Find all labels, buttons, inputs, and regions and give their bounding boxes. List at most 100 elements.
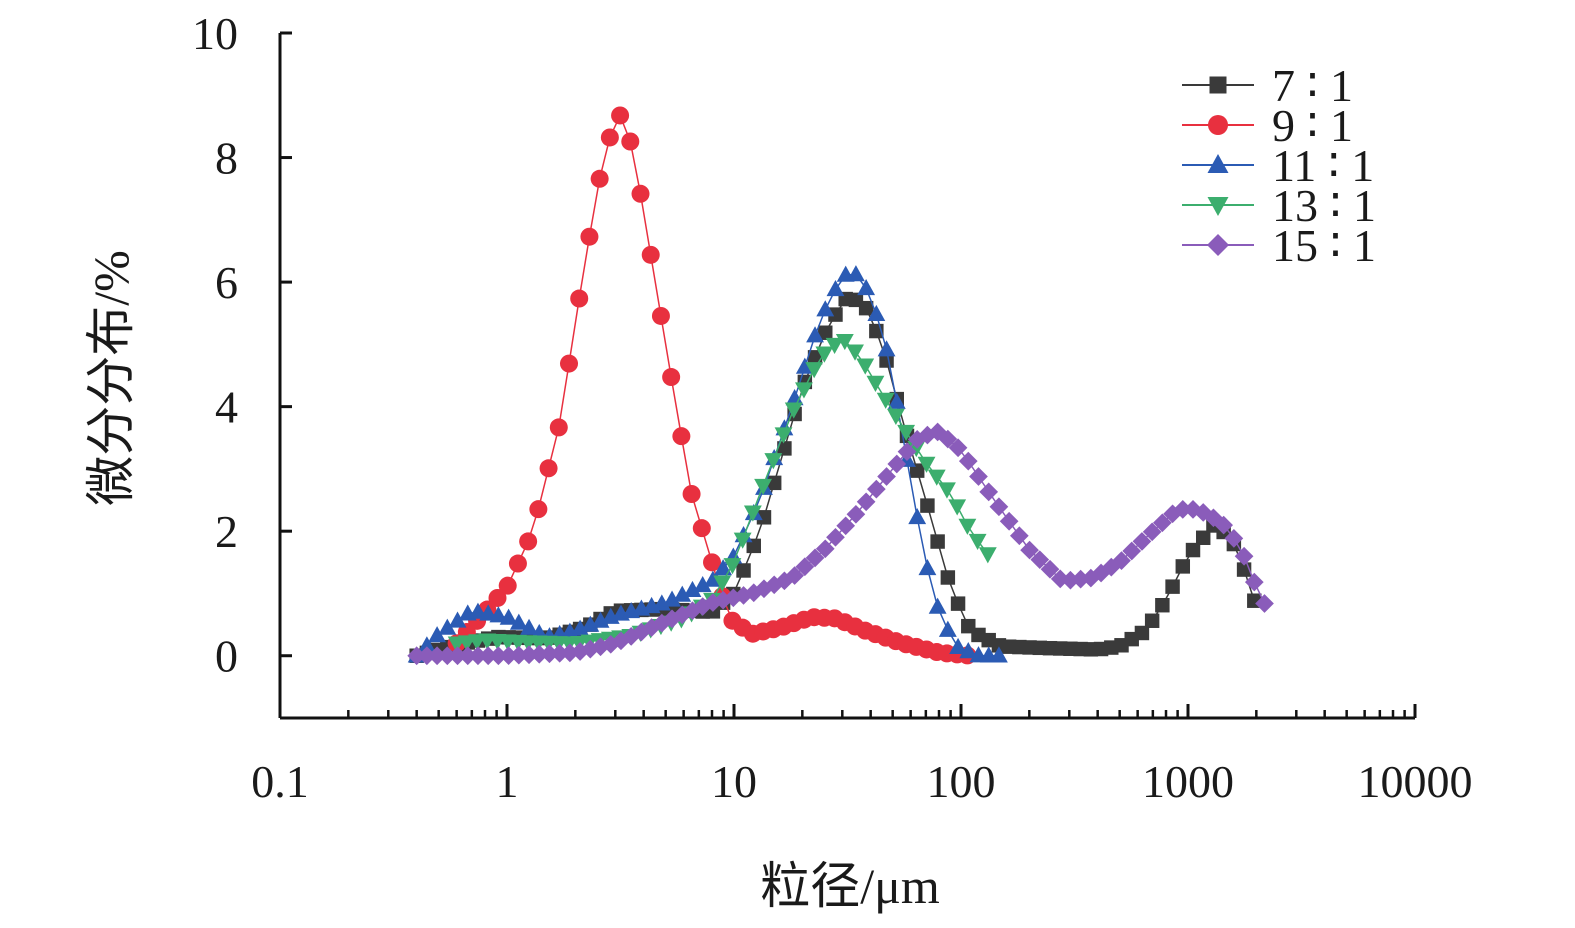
data-point (927, 469, 946, 486)
data-point (879, 353, 894, 368)
axes: 0 2 4 6 8 10 0.1 1 10 100 1000 10000 (192, 8, 1473, 807)
data-point (856, 492, 876, 512)
data-point (876, 392, 895, 409)
data-point (428, 626, 447, 643)
data-point (754, 579, 774, 599)
data-point (826, 280, 845, 297)
data-point (805, 362, 824, 379)
data-point (846, 504, 866, 524)
data-point (713, 590, 733, 610)
legend-label: 13 ∶ 1 (1272, 180, 1376, 231)
data-point (795, 357, 814, 374)
data-point (683, 580, 702, 597)
data-point (877, 340, 896, 357)
data-point (1142, 522, 1162, 542)
data-point (938, 429, 958, 449)
data-point (1112, 551, 1131, 570)
data-point (437, 646, 457, 666)
data-point (744, 583, 764, 603)
data-point (918, 425, 937, 445)
data-point (777, 441, 792, 456)
data-point (600, 128, 619, 147)
data-point (950, 596, 966, 611)
legend-label: 7 ∶ 1 (1272, 60, 1353, 111)
data-point (631, 184, 650, 203)
data-point (920, 498, 935, 513)
data-point (866, 479, 886, 499)
data-point (784, 402, 803, 419)
data-point (1214, 515, 1234, 535)
data-point (673, 585, 692, 602)
data-point (958, 451, 978, 471)
legend-item-2: 9 ∶ 1 (1182, 100, 1353, 151)
data-point (703, 553, 722, 572)
data-point (887, 454, 907, 474)
data-point (611, 106, 630, 125)
data-point (651, 306, 670, 325)
series-5 (407, 422, 1274, 666)
data-point (580, 227, 599, 246)
data-point (448, 611, 467, 628)
data-point (1175, 559, 1191, 574)
data-point (886, 408, 905, 425)
data-point (835, 333, 854, 351)
data-point (959, 642, 978, 659)
data-point (1050, 569, 1070, 589)
y-tick-label: 10 (192, 8, 238, 59)
data-point (918, 558, 937, 576)
data-point (949, 637, 967, 655)
data-point (826, 527, 845, 547)
data-point (438, 618, 457, 635)
x-tick-label: 100 (927, 756, 996, 807)
y-tick-label: 6 (215, 257, 238, 308)
data-point (828, 307, 843, 322)
data-point (611, 631, 631, 651)
data-point (1155, 597, 1170, 613)
x-tick-label: 1 (496, 756, 519, 807)
data-point (907, 430, 927, 449)
data-point (662, 609, 682, 629)
data-point (519, 532, 538, 551)
data-point (815, 539, 835, 559)
data-point (746, 538, 761, 554)
data-point (856, 358, 875, 375)
data-point (488, 588, 507, 607)
data-point (1207, 234, 1229, 256)
data-point (1244, 572, 1264, 592)
data-point (1153, 513, 1172, 533)
data-point (958, 518, 977, 535)
data-point (540, 644, 559, 664)
data-point (1132, 532, 1152, 551)
data-point (785, 389, 804, 406)
data-point (815, 346, 834, 363)
data-point (978, 547, 997, 564)
data-point (887, 392, 906, 409)
data-point (458, 646, 478, 666)
data-point (867, 304, 886, 322)
data-point (448, 646, 467, 666)
data-point (713, 575, 732, 592)
data-point (549, 418, 568, 437)
data-point (1234, 546, 1254, 566)
data-point (1020, 540, 1039, 560)
data-point (897, 442, 917, 462)
data-point (1101, 557, 1121, 577)
x-axis-title: 粒径/μm (760, 858, 940, 914)
legend-label: 11 ∶ 1 (1272, 140, 1374, 191)
legend-item-1: 7 ∶ 1 (1182, 60, 1353, 111)
data-point (407, 646, 427, 666)
data-point (1122, 541, 1142, 561)
data-point (499, 646, 518, 666)
x-tick-label: 0.1 (251, 756, 309, 807)
data-point (1030, 550, 1050, 570)
data-point (560, 643, 580, 663)
legend-label: 9 ∶ 1 (1272, 100, 1353, 151)
y-tick-label: 0 (215, 631, 238, 682)
data-point (877, 467, 896, 486)
series-layer (407, 106, 1274, 666)
data-point (1255, 594, 1274, 613)
y-axis-title: 微分分布/% (83, 250, 139, 506)
data-point (1207, 197, 1229, 216)
data-point (570, 642, 590, 661)
